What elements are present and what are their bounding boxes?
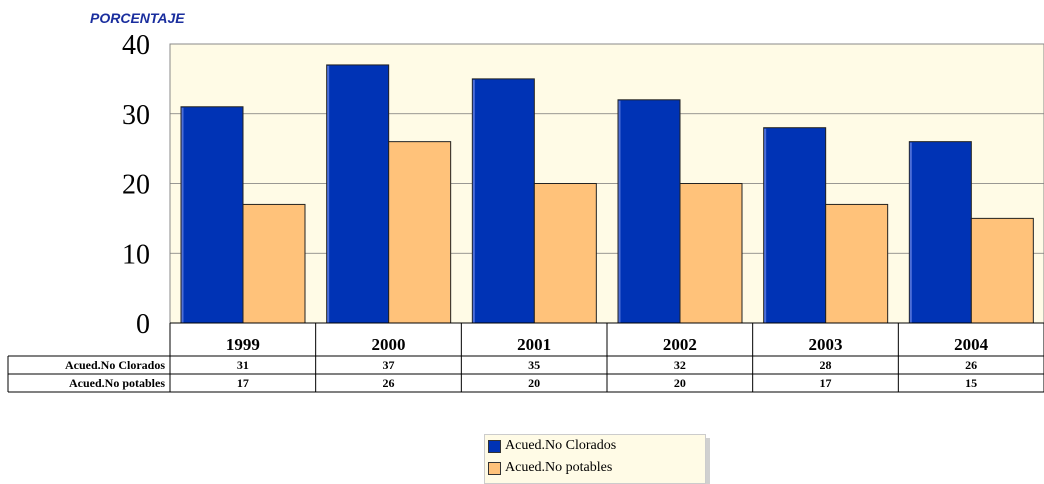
data-label-0-2: 35 <box>528 358 540 372</box>
data-label-1-1: 26 <box>383 376 395 390</box>
bar-0-2 <box>471 78 535 324</box>
data-label-0-1: 37 <box>383 358 395 372</box>
bar-0-4 <box>763 127 827 324</box>
x-tick-label-5: 2004 <box>954 335 989 354</box>
legend-item-0: Acued.No Clorados <box>485 435 705 457</box>
bar-1-5 <box>970 217 1034 324</box>
table-series-label-1: Acued.No potables <box>69 376 165 390</box>
x-tick-label-3: 2002 <box>663 335 697 354</box>
y-tick-label-1: 10 <box>122 239 150 270</box>
bar-1-0 <box>242 203 306 324</box>
y-tick-label-3: 30 <box>122 100 150 131</box>
legend-label-0: Acued.No Clorados <box>505 438 617 453</box>
legend-label-1: Acued.No potables <box>505 460 613 475</box>
y-tick-label-0: 0 <box>136 309 150 340</box>
legend-swatch-1 <box>488 461 501 475</box>
data-label-1-2: 20 <box>528 376 540 390</box>
bar-0-1 <box>326 64 390 324</box>
data-label-0-5: 26 <box>965 358 977 372</box>
y-axis-label: PORCENTAJE <box>90 10 185 26</box>
legend-swatch-0 <box>488 439 501 453</box>
y-tick-label-2: 20 <box>122 170 150 201</box>
bar-1-3 <box>679 183 743 324</box>
bar-0-3 <box>617 99 681 324</box>
bar-0-0 <box>180 106 244 324</box>
data-label-1-3: 20 <box>674 376 686 390</box>
data-label-0-4: 28 <box>820 358 832 372</box>
data-label-1-5: 15 <box>965 376 977 390</box>
x-tick-label-2: 2001 <box>517 335 551 354</box>
bar-0-5 <box>908 141 972 324</box>
data-label-1-0: 17 <box>237 376 249 390</box>
legend: Acued.No Clorados Acued.No potables <box>484 434 706 484</box>
bar-1-2 <box>533 183 597 324</box>
data-label-0-0: 31 <box>237 358 249 372</box>
x-tick-label-4: 2003 <box>809 335 843 354</box>
bar-1-1 <box>388 141 452 324</box>
y-tick-label-4: 40 <box>122 30 150 61</box>
table-series-label-0: Acued.No Clorados <box>65 358 165 372</box>
x-tick-label-1: 2000 <box>372 335 406 354</box>
data-label-0-3: 32 <box>674 358 686 372</box>
data-label-1-4: 17 <box>820 376 832 390</box>
bar-1-4 <box>825 203 889 324</box>
x-tick-label-0: 1999 <box>226 335 260 354</box>
legend-item-1: Acued.No potables <box>485 457 705 479</box>
